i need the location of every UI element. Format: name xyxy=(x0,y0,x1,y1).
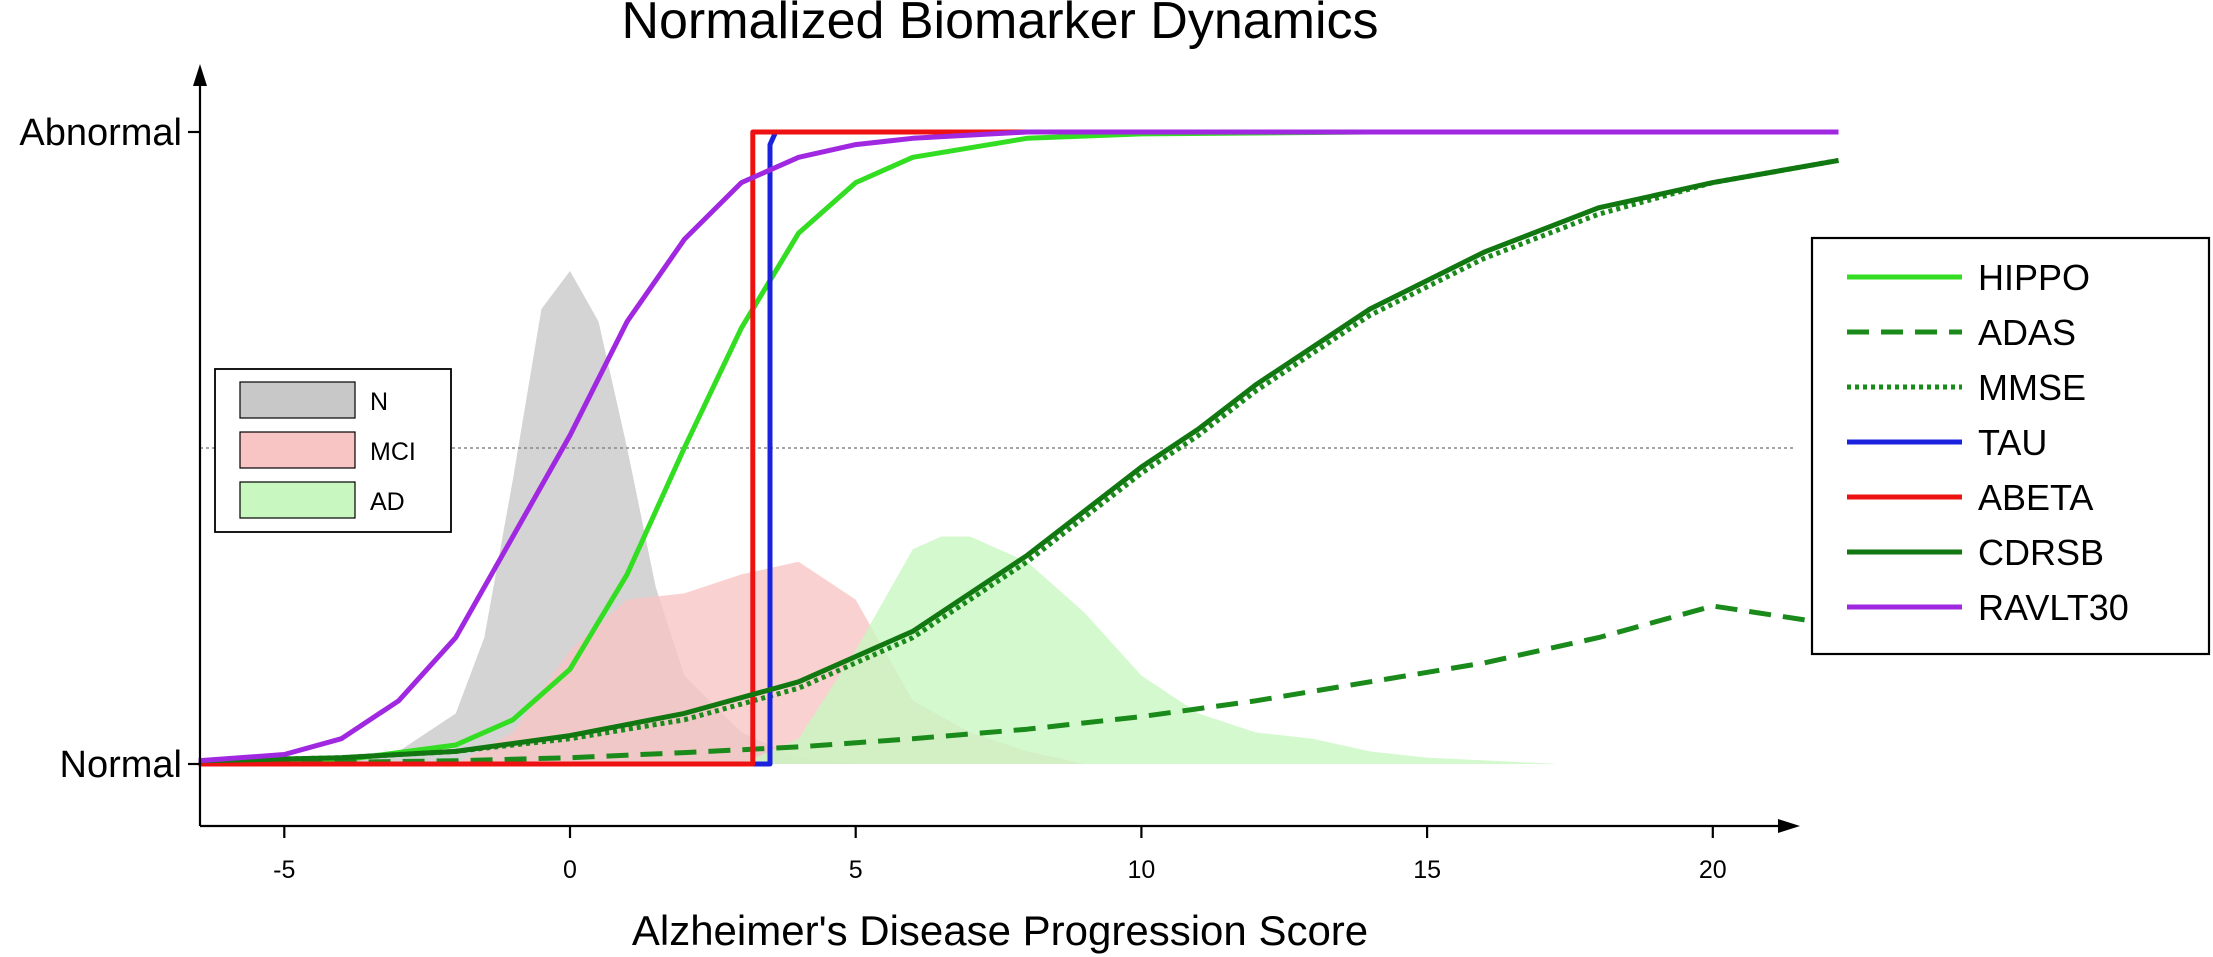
legend-label-mci: MCI xyxy=(370,438,416,466)
groups-legend: N MCI AD xyxy=(214,368,452,533)
legend-label-cdrsb: CDRSB xyxy=(1978,532,2104,573)
distribution-n xyxy=(198,271,856,764)
x-axis-arrow xyxy=(1778,819,1800,833)
legend-label-adas: ADAS xyxy=(1978,312,2076,353)
legend-label-ad: AD xyxy=(370,488,405,516)
x-tick-label: 5 xyxy=(849,856,863,884)
legend-swatch-ad xyxy=(239,481,356,519)
legend-label-n: N xyxy=(370,388,388,416)
legend-label-ravlt30: RAVLT30 xyxy=(1978,587,2129,628)
x-ticks: -5 0 5 10 15 20 xyxy=(273,826,1727,884)
legend-label-mmse: MMSE xyxy=(1978,367,2086,408)
legend-label-tau: TAU xyxy=(1978,422,2047,463)
y-axis-arrow xyxy=(193,64,207,86)
series-line-cdrsb xyxy=(198,157,1839,764)
x-tick-label: 0 xyxy=(563,856,577,884)
series-legend-box xyxy=(1810,236,2211,656)
legend-swatch-mci xyxy=(239,431,356,469)
series-line-adas xyxy=(198,603,1839,767)
series-line-hippo xyxy=(198,129,1828,766)
legend-swatch-n xyxy=(239,381,356,419)
chart-title: Normalized Biomarker Dynamics xyxy=(621,0,1378,50)
series-line-ravlt30 xyxy=(198,129,1839,764)
series-layer xyxy=(198,129,1839,767)
legend-label-hippo: HIPPO xyxy=(1978,257,2090,298)
y-tick-label-normal: Normal xyxy=(60,744,182,786)
x-tick-label: 10 xyxy=(1127,856,1155,884)
x-tick-label: -5 xyxy=(273,856,295,884)
x-tick-label: 15 xyxy=(1413,856,1441,884)
legend-label-abeta: ABETA xyxy=(1978,477,2093,518)
axes: Abnormal Normal -5 0 5 10 15 20 xyxy=(19,64,1800,884)
series-legend: HIPPO ADAS MMSE TAU ABETA CDRSB RAVLT30 xyxy=(1810,236,2211,656)
y-tick-label-abnormal: Abnormal xyxy=(19,112,182,154)
x-axis-label: Alzheimer's Disease Progression Score xyxy=(632,907,1368,954)
distribution-ad xyxy=(741,536,1559,764)
x-tick-label: 20 xyxy=(1699,856,1727,884)
